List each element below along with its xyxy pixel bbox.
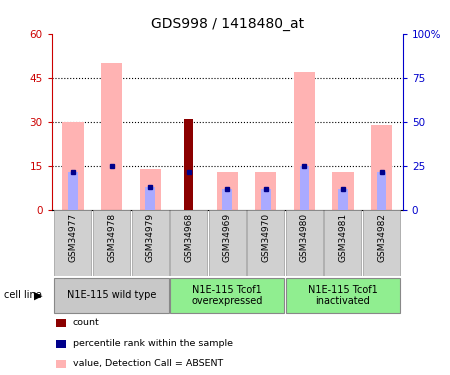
Bar — [184, 172, 194, 210]
Bar — [54, 278, 169, 313]
Text: GSM34979: GSM34979 — [146, 213, 155, 262]
Text: value, Detection Call = ABSENT: value, Detection Call = ABSENT — [73, 359, 223, 368]
Bar — [93, 210, 130, 276]
Bar — [184, 119, 194, 210]
Bar — [145, 186, 155, 210]
Text: GSM34980: GSM34980 — [300, 213, 309, 262]
Bar — [371, 125, 392, 210]
Text: cell line: cell line — [4, 290, 42, 300]
Text: GSM34977: GSM34977 — [68, 213, 77, 262]
Text: ▶: ▶ — [34, 290, 42, 300]
Bar — [140, 169, 161, 210]
Text: percentile rank within the sample: percentile rank within the sample — [73, 339, 233, 348]
Text: N1E-115 Tcof1
inactivated: N1E-115 Tcof1 inactivated — [308, 285, 378, 306]
Bar — [286, 210, 323, 276]
Bar — [324, 210, 361, 276]
Bar — [131, 210, 169, 276]
Text: GSM34969: GSM34969 — [223, 213, 232, 262]
Bar — [222, 189, 232, 210]
Bar — [216, 172, 238, 210]
Bar — [63, 122, 84, 210]
Bar — [363, 210, 400, 276]
Text: GSM34968: GSM34968 — [184, 213, 193, 262]
Bar — [68, 172, 78, 210]
Bar — [338, 189, 348, 210]
Text: GSM34978: GSM34978 — [107, 213, 116, 262]
Bar — [255, 172, 276, 210]
Bar — [286, 278, 400, 313]
Text: count: count — [73, 318, 99, 327]
Title: GDS998 / 1418480_at: GDS998 / 1418480_at — [151, 17, 304, 32]
Text: GSM34982: GSM34982 — [377, 213, 386, 262]
Bar — [333, 172, 354, 210]
Bar — [101, 63, 122, 210]
Bar — [261, 189, 270, 210]
Bar — [209, 210, 246, 276]
Bar — [300, 166, 309, 210]
Bar — [170, 210, 207, 276]
Text: N1E-115 wild type: N1E-115 wild type — [67, 290, 156, 300]
Text: N1E-115 Tcof1
overexpressed: N1E-115 Tcof1 overexpressed — [192, 285, 263, 306]
Bar — [248, 210, 284, 276]
Text: GSM34970: GSM34970 — [261, 213, 270, 262]
Bar — [294, 72, 315, 210]
Bar — [54, 210, 91, 276]
Text: GSM34981: GSM34981 — [338, 213, 347, 262]
Bar — [170, 278, 284, 313]
Bar — [377, 172, 387, 210]
